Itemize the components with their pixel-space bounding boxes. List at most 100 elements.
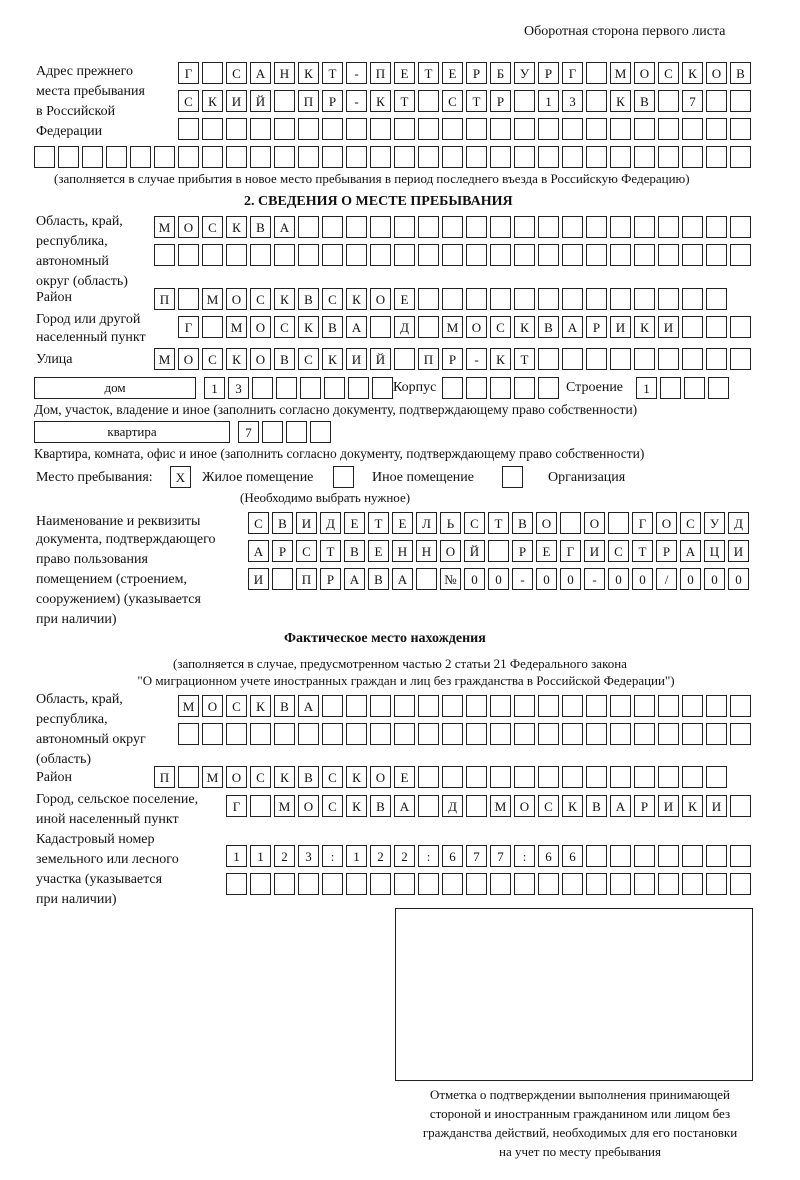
char-cell[interactable] <box>658 348 679 370</box>
char-cell[interactable]: О <box>656 512 677 534</box>
char-cell[interactable]: 2 <box>370 845 391 867</box>
char-cell[interactable]: Е <box>442 62 463 84</box>
char-cell[interactable] <box>538 723 559 745</box>
char-cell[interactable] <box>442 766 463 788</box>
char-cell[interactable] <box>634 216 655 238</box>
char-cell[interactable] <box>514 146 535 168</box>
char-cell[interactable] <box>346 244 367 266</box>
char-cell[interactable]: М <box>490 795 511 817</box>
char-cell[interactable] <box>250 795 271 817</box>
char-cell[interactable]: С <box>202 348 223 370</box>
char-cell[interactable] <box>538 873 559 895</box>
char-cell[interactable]: М <box>202 766 223 788</box>
char-cell[interactable]: А <box>392 568 413 590</box>
char-cell[interactable] <box>706 845 727 867</box>
char-cell[interactable]: К <box>370 90 391 112</box>
char-cell[interactable] <box>514 118 535 140</box>
char-cell[interactable] <box>708 377 729 399</box>
char-cell[interactable]: 7 <box>238 421 259 443</box>
char-cell[interactable] <box>298 216 319 238</box>
char-cell[interactable] <box>610 146 631 168</box>
char-cell[interactable]: : <box>322 845 343 867</box>
char-cell[interactable]: В <box>274 695 295 717</box>
char-cell[interactable] <box>730 244 751 266</box>
char-cell[interactable] <box>562 146 583 168</box>
char-cell[interactable]: Т <box>320 540 341 562</box>
char-cell[interactable] <box>538 216 559 238</box>
char-cell[interactable]: Е <box>536 540 557 562</box>
char-cell[interactable] <box>418 244 439 266</box>
char-cell[interactable]: П <box>154 288 175 310</box>
char-cell[interactable] <box>298 118 319 140</box>
char-cell[interactable] <box>706 118 727 140</box>
char-cell[interactable] <box>586 873 607 895</box>
char-cell[interactable] <box>706 766 727 788</box>
char-cell[interactable] <box>178 288 199 310</box>
char-cell[interactable]: 7 <box>466 845 487 867</box>
char-cell[interactable]: Й <box>464 540 485 562</box>
char-cell[interactable] <box>730 118 751 140</box>
char-cell[interactable] <box>682 695 703 717</box>
char-cell[interactable]: Е <box>368 540 389 562</box>
char-cell[interactable]: К <box>562 795 583 817</box>
char-cell[interactable]: / <box>656 568 677 590</box>
char-cell[interactable]: Н <box>274 62 295 84</box>
char-cell[interactable] <box>610 766 631 788</box>
char-cell[interactable] <box>658 695 679 717</box>
char-cell[interactable]: С <box>322 766 343 788</box>
char-cell[interactable] <box>586 766 607 788</box>
char-cell[interactable] <box>262 421 283 443</box>
char-cell[interactable] <box>682 118 703 140</box>
char-cell[interactable]: С <box>202 216 223 238</box>
char-cell[interactable] <box>370 146 391 168</box>
char-cell[interactable]: У <box>704 512 725 534</box>
char-cell[interactable]: О <box>584 512 605 534</box>
char-cell[interactable]: О <box>298 795 319 817</box>
char-cell[interactable] <box>634 695 655 717</box>
char-cell[interactable]: В <box>512 512 533 534</box>
char-cell[interactable]: Р <box>272 540 293 562</box>
char-cell[interactable] <box>586 288 607 310</box>
char-cell[interactable]: 0 <box>464 568 485 590</box>
char-cell[interactable] <box>562 244 583 266</box>
char-cell[interactable] <box>178 118 199 140</box>
char-cell[interactable] <box>370 316 391 338</box>
char-cell[interactable] <box>514 244 535 266</box>
char-cell[interactable]: О <box>536 512 557 534</box>
char-cell[interactable] <box>394 146 415 168</box>
char-cell[interactable]: В <box>368 568 389 590</box>
char-cell[interactable] <box>298 146 319 168</box>
char-cell[interactable]: Г <box>178 316 199 338</box>
char-cell[interactable] <box>658 766 679 788</box>
char-cell[interactable]: К <box>226 216 247 238</box>
char-cell[interactable] <box>562 723 583 745</box>
char-cell[interactable]: А <box>298 695 319 717</box>
char-cell[interactable]: К <box>346 795 367 817</box>
char-cell[interactable] <box>730 348 751 370</box>
char-cell[interactable] <box>322 118 343 140</box>
char-cell[interactable] <box>322 723 343 745</box>
char-cell[interactable]: Е <box>394 288 415 310</box>
char-cell[interactable]: О <box>250 348 271 370</box>
char-cell[interactable] <box>634 348 655 370</box>
char-cell[interactable] <box>178 244 199 266</box>
char-cell[interactable] <box>418 723 439 745</box>
char-cell[interactable] <box>634 288 655 310</box>
char-cell[interactable]: В <box>730 62 751 84</box>
char-cell[interactable]: П <box>296 568 317 590</box>
char-cell[interactable]: Т <box>322 62 343 84</box>
char-cell[interactable] <box>466 723 487 745</box>
char-cell[interactable] <box>610 216 631 238</box>
char-cell[interactable] <box>466 695 487 717</box>
char-cell[interactable] <box>490 244 511 266</box>
char-cell[interactable] <box>658 288 679 310</box>
char-cell[interactable]: И <box>658 795 679 817</box>
char-cell[interactable]: 0 <box>632 568 653 590</box>
char-cell[interactable] <box>82 146 103 168</box>
char-cell[interactable]: Т <box>632 540 653 562</box>
char-cell[interactable] <box>466 244 487 266</box>
char-cell[interactable] <box>490 377 511 399</box>
char-cell[interactable]: Р <box>512 540 533 562</box>
char-cell[interactable] <box>586 723 607 745</box>
char-cell[interactable]: В <box>298 766 319 788</box>
